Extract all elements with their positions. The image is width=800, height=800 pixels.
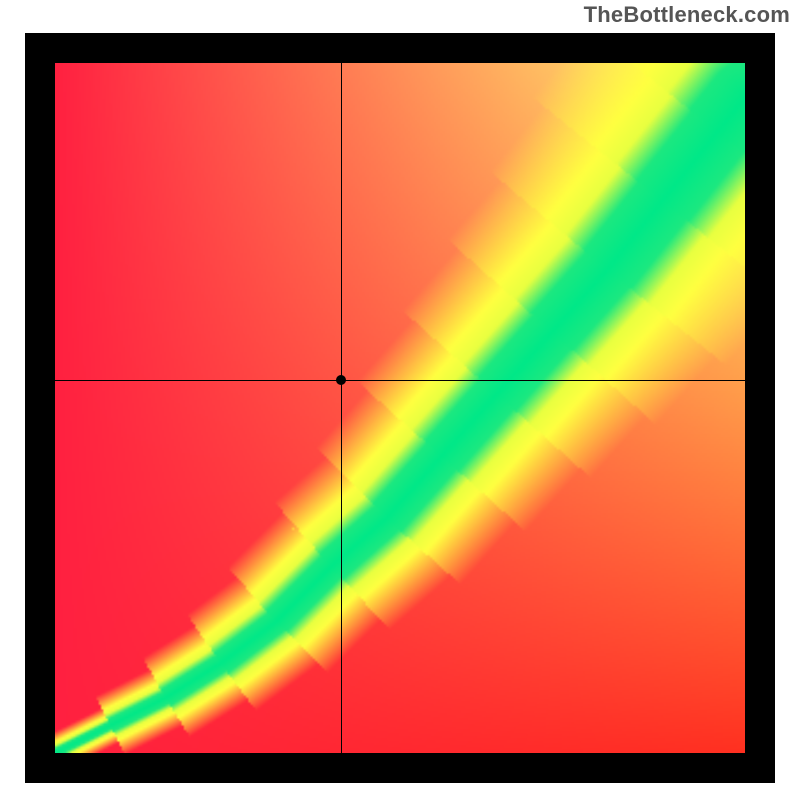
heatmap-canvas — [55, 63, 745, 753]
crosshair-vertical — [341, 63, 342, 753]
crosshair-horizontal — [55, 380, 745, 381]
chart-container: TheBottleneck.com — [0, 0, 800, 800]
attribution-text: TheBottleneck.com — [584, 2, 790, 28]
plot-area — [55, 63, 745, 753]
